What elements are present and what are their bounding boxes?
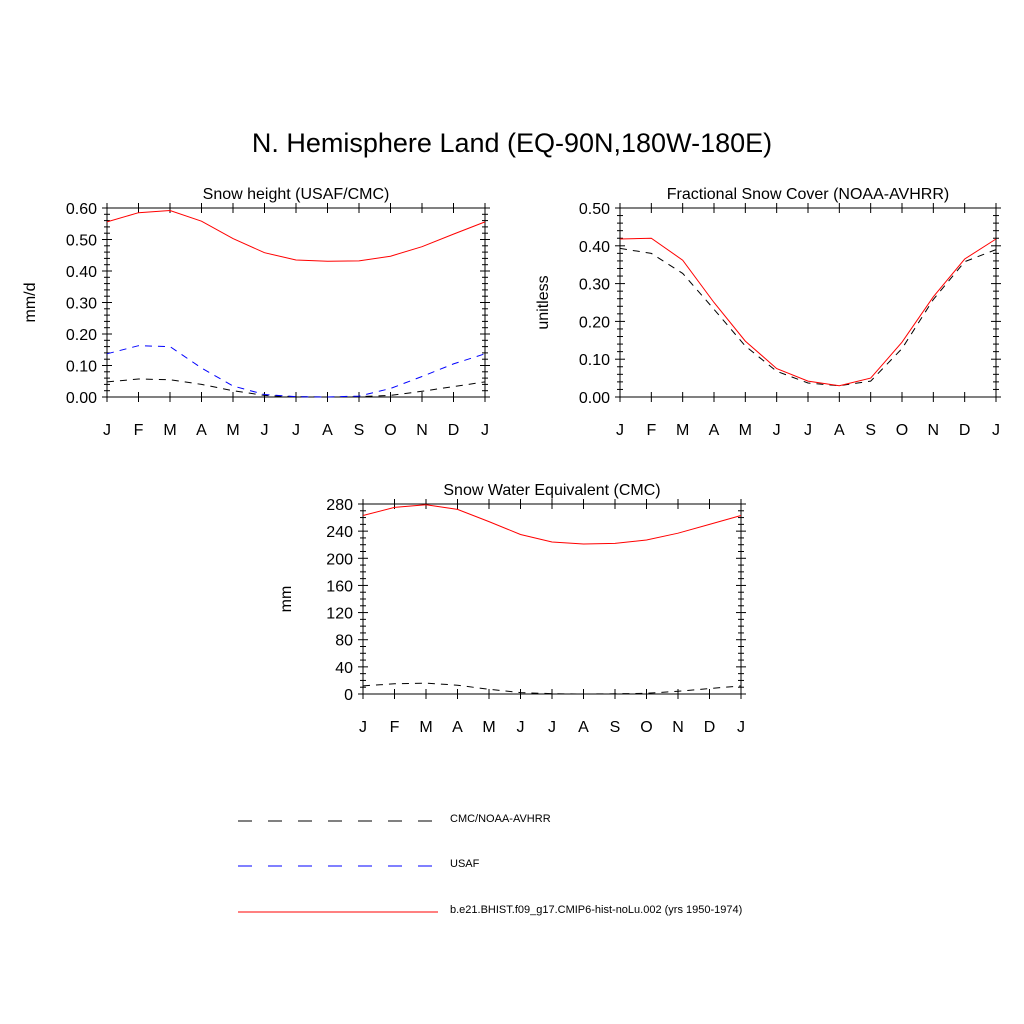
swe-y-tick-label: 40 xyxy=(335,660,353,677)
snow-cover-x-tick-label: F xyxy=(646,422,656,439)
swe-plot-frame xyxy=(362,503,742,695)
chart-swe: Snow Water Equivalent (CMC) mm 0 40 80 120 160… xyxy=(278,482,746,736)
swe-y-tick-label: 80 xyxy=(335,633,353,650)
legend-line-cmc xyxy=(238,820,438,822)
snow-cover-y-tick-label: 0.50 xyxy=(579,201,610,218)
snow-cover-x-tick-label: A xyxy=(834,422,845,439)
snow-height-y-tick-label: 0.30 xyxy=(66,296,97,313)
snow-height-series-model-line xyxy=(106,209,486,262)
snow-height-y-tick-label: 0.60 xyxy=(66,201,97,218)
chart-snow-height: Snow height (USAF/CMC) mm/d 0.00 0.10 0.20 0.… xyxy=(22,186,490,439)
legend-item-model: b.e21.BHIST.f09_g17.CMIP6-hist-noLu.002 … xyxy=(238,901,798,921)
chart-snow-cover: Fractional Snow Cover (NOAA-AVHRR) unitle… xyxy=(535,186,1001,439)
legend-line-usaf xyxy=(238,865,438,867)
swe-x-tick-label: N xyxy=(672,719,684,736)
legend-line-model xyxy=(238,911,438,913)
snow-height-y-tick-label: 0.50 xyxy=(66,233,97,250)
snow-cover-x-tick-label: M xyxy=(739,422,752,439)
snow-height-x-tick-label: J xyxy=(261,422,269,439)
snow-cover-x-tick-label: J xyxy=(804,422,812,439)
snow-cover-x-tick-label: A xyxy=(709,422,720,439)
legend-label-cmc: CMC/NOAA-AVHRR xyxy=(450,813,551,825)
swe-x-tick-label: F xyxy=(390,719,400,736)
snow-height-x-tick-label: J xyxy=(481,422,489,439)
snow-height-x-tick-label: D xyxy=(448,422,460,439)
swe-x-tick-label: M xyxy=(482,719,495,736)
snow-height-x-tick-label: N xyxy=(416,422,428,439)
snow-cover-x-tick-label: S xyxy=(865,422,876,439)
swe-x-tick-label: M xyxy=(419,719,432,736)
swe-x-tick-label: O xyxy=(640,719,652,736)
snow-height-series-obs-line xyxy=(106,378,486,398)
snow-height-x-tick-label: M xyxy=(163,422,176,439)
swe-x-tick-label: J xyxy=(359,719,367,736)
legend-label-usaf: USAF xyxy=(450,858,480,870)
swe-series-obs-line xyxy=(362,682,742,695)
legend-label-model: b.e21.BHIST.f09_g17.CMIP6-hist-noLu.002 … xyxy=(450,904,743,916)
snow-cover-series-obs-line xyxy=(619,247,997,387)
snow-cover-plot-frame xyxy=(619,207,997,398)
snow-cover-y-tick-label: 0.30 xyxy=(579,277,610,294)
snow-height-y-tick-label: 0.20 xyxy=(66,327,97,344)
snow-height-y-tick-label: 0.00 xyxy=(66,390,97,407)
snow-cover-y-tick-label: 0.40 xyxy=(579,239,610,256)
swe-x-tick-label: J xyxy=(517,719,525,736)
swe-y-tick-label: 0 xyxy=(344,687,353,704)
snow-cover-x-tick-label: O xyxy=(896,422,908,439)
figure-title: N. Hemisphere Land (EQ-90N,180W-180E) xyxy=(251,128,773,158)
snow-height-x-tick-label: A xyxy=(196,422,207,439)
swe-x-tick-label: J xyxy=(737,719,745,736)
snow-cover-y-tick-label: 0.20 xyxy=(579,314,610,331)
snow-cover-y-tick-label: 0.10 xyxy=(579,352,610,369)
snow-height-y-tick-label: 0.10 xyxy=(66,359,97,376)
swe-chart-title: Snow Water Equivalent (CMC) xyxy=(443,482,660,499)
snow-cover-x-tick-label: J xyxy=(773,422,781,439)
swe-y-tick-label: 160 xyxy=(326,578,353,595)
swe-y-tick-label: 280 xyxy=(326,497,353,514)
swe-y-axis-label: mm xyxy=(278,586,295,613)
snow-cover-y-tick-label: 0.00 xyxy=(579,390,610,407)
snow-height-x-tick-label: O xyxy=(384,422,396,439)
snow-cover-x-tick-label: M xyxy=(676,422,689,439)
snow-cover-x-tick-label: J xyxy=(616,422,624,439)
snow-height-y-tick-label: 0.40 xyxy=(66,264,97,281)
snow-height-x-tick-label: M xyxy=(226,422,239,439)
snow-height-x-tick-label: A xyxy=(322,422,333,439)
swe-x-tick-label: D xyxy=(704,719,716,736)
swe-y-tick-label: 120 xyxy=(326,606,353,623)
legend-item-usaf: USAF xyxy=(238,855,798,875)
swe-y-tick-label: 200 xyxy=(326,551,353,568)
snow-cover-x-tick-label: J xyxy=(992,422,1000,439)
snow-cover-series-model-line xyxy=(619,237,997,387)
snow-height-x-tick-label: J xyxy=(103,422,111,439)
snow-height-series-usaf-line xyxy=(106,345,486,398)
snow-height-plot-frame xyxy=(106,207,486,398)
plots-canvas: Snow height (USAF/CMC) mm/d 0.00 0.10 0.20 0.… xyxy=(22,186,1001,736)
swe-x-tick-label: J xyxy=(548,719,556,736)
legend-item-cmc: CMC/NOAA-AVHRR xyxy=(238,810,798,830)
swe-x-tick-label: S xyxy=(610,719,621,736)
snow-height-x-tick-label: J xyxy=(292,422,300,439)
swe-y-tick-label: 240 xyxy=(326,524,353,541)
swe-x-tick-label: A xyxy=(452,719,463,736)
snow-height-chart-title: Snow height (USAF/CMC) xyxy=(203,186,390,203)
snow-cover-x-tick-label: N xyxy=(928,422,940,439)
snow-height-y-axis-label: mm/d xyxy=(22,283,39,323)
swe-series-model-line xyxy=(362,504,742,545)
swe-x-tick-label: A xyxy=(578,719,589,736)
snow-cover-chart-title: Fractional Snow Cover (NOAA-AVHRR) xyxy=(667,186,949,203)
snow-height-x-tick-label: S xyxy=(354,422,365,439)
snow-cover-y-axis-label: unitless xyxy=(535,275,552,329)
snow-height-x-tick-label: F xyxy=(134,422,144,439)
snow-cover-x-tick-label: D xyxy=(959,422,971,439)
